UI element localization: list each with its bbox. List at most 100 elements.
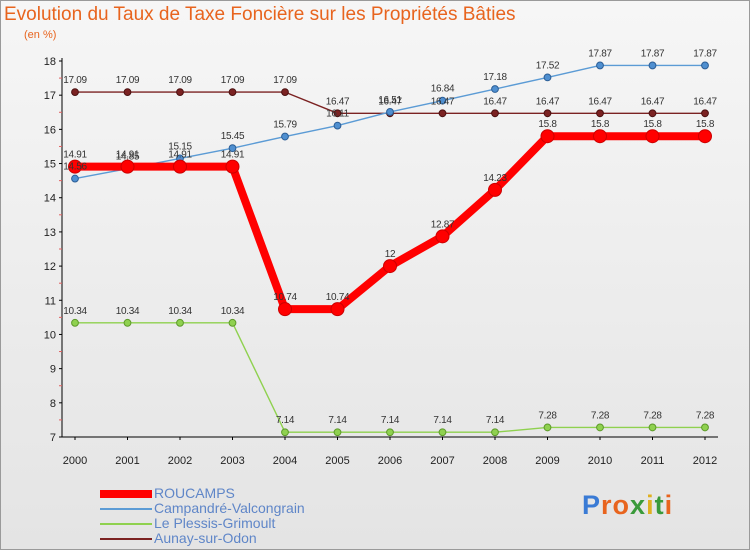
data-point <box>438 109 447 118</box>
data-point <box>596 61 604 70</box>
data-label: 10.34 <box>168 306 192 317</box>
data-point <box>228 318 237 327</box>
data-point <box>281 88 289 97</box>
data-point <box>491 109 499 118</box>
data-label: 15.8 <box>538 119 557 130</box>
data-point <box>383 259 397 274</box>
data-label: 15.8 <box>696 119 715 130</box>
logo-letter: i <box>664 490 674 520</box>
data-point <box>648 61 657 70</box>
data-point <box>701 109 709 118</box>
data-label: 10.34 <box>221 306 245 317</box>
data-label: 17.87 <box>641 48 665 59</box>
legend-label: ROUCAMPS <box>154 485 235 501</box>
data-point <box>386 428 394 437</box>
data-point <box>281 428 289 437</box>
logo-letter: r <box>601 490 613 520</box>
data-label: 16.47 <box>431 96 455 107</box>
data-point <box>120 159 135 174</box>
logo-letter: t <box>654 490 665 520</box>
data-point <box>123 88 132 97</box>
data-point <box>176 318 184 327</box>
x-tick-label: 2001 <box>115 455 139 467</box>
y-tick-label: 17 <box>44 90 56 102</box>
logo-letter: x <box>630 490 647 520</box>
data-label: 7.14 <box>381 415 400 426</box>
data-point <box>228 88 237 97</box>
data-point <box>386 108 394 116</box>
data-label: 15.79 <box>273 120 297 131</box>
x-tick-label: 2012 <box>693 455 717 467</box>
data-label: 10.34 <box>63 306 87 317</box>
data-label: 16.47 <box>588 96 612 107</box>
data-point <box>543 423 552 432</box>
data-point <box>438 96 447 105</box>
data-label: 16.47 <box>536 96 560 107</box>
x-tick-label: 2008 <box>483 455 507 467</box>
y-tick-label: 13 <box>44 227 56 239</box>
logo-letter: o <box>612 490 631 520</box>
data-label: 14.91 <box>168 150 192 161</box>
data-point <box>540 129 555 144</box>
data-label: 7.28 <box>591 410 610 421</box>
data-point <box>648 109 657 118</box>
data-point <box>71 318 79 327</box>
data-label: 7.28 <box>643 410 662 421</box>
data-label: 16.84 <box>431 84 455 95</box>
data-point <box>330 302 345 317</box>
data-label: 14.91 <box>63 150 87 161</box>
x-tick-label: 2007 <box>430 455 454 467</box>
data-point <box>71 88 79 97</box>
data-point <box>438 428 447 437</box>
data-point <box>281 132 289 141</box>
x-tick-label: 2000 <box>63 455 87 467</box>
data-label: 7.14 <box>328 415 347 426</box>
legend-label: Campandré-Valcongrain <box>154 500 305 516</box>
y-tick-label: 9 <box>50 364 56 376</box>
data-label: 14.91 <box>116 150 140 161</box>
data-point <box>176 88 184 97</box>
y-tick-label: 16 <box>44 124 56 136</box>
data-point <box>543 73 552 82</box>
y-tick-label: 8 <box>50 398 56 410</box>
data-label: 15.8 <box>643 119 662 130</box>
data-point <box>333 121 342 130</box>
legend-swatch <box>100 538 152 540</box>
x-tick-label: 2005 <box>325 455 349 467</box>
data-point <box>68 159 82 174</box>
y-tick-label: 12 <box>44 261 56 273</box>
logo-letter: i <box>646 490 655 520</box>
x-tick-label: 2010 <box>588 455 612 467</box>
data-point <box>488 182 502 197</box>
data-label: 17.52 <box>536 60 560 71</box>
data-label: 15.45 <box>221 131 245 142</box>
data-point <box>435 229 450 244</box>
data-label: 17.18 <box>483 72 507 83</box>
unit-label: (en %) <box>24 29 57 41</box>
data-label: 16.11 <box>326 109 350 120</box>
data-point <box>491 85 499 93</box>
x-tick-label: 2003 <box>220 455 244 467</box>
data-label: 7.14 <box>276 415 295 426</box>
y-tick-label: 14 <box>44 193 56 205</box>
data-label: 16.47 <box>378 96 402 107</box>
data-label: 17.09 <box>221 75 245 86</box>
data-point <box>701 423 709 432</box>
y-tick-label: 10 <box>44 329 56 341</box>
data-label: 16.47 <box>326 96 350 107</box>
data-point <box>71 174 79 183</box>
x-tick-label: 2009 <box>535 455 559 467</box>
data-point <box>698 129 712 144</box>
data-point <box>543 109 552 118</box>
legend-label: Aunay-sur-Odon <box>154 530 257 546</box>
data-label: 15.8 <box>591 119 610 130</box>
data-point <box>225 159 240 174</box>
data-label: 7.14 <box>433 415 452 426</box>
x-tick-label: 2006 <box>378 455 402 467</box>
series-line <box>75 132 705 314</box>
y-tick-label: 7 <box>50 432 56 444</box>
data-label: 10.74 <box>273 292 297 303</box>
y-tick-label: 18 <box>44 56 56 68</box>
data-label: 10.34 <box>116 306 140 317</box>
